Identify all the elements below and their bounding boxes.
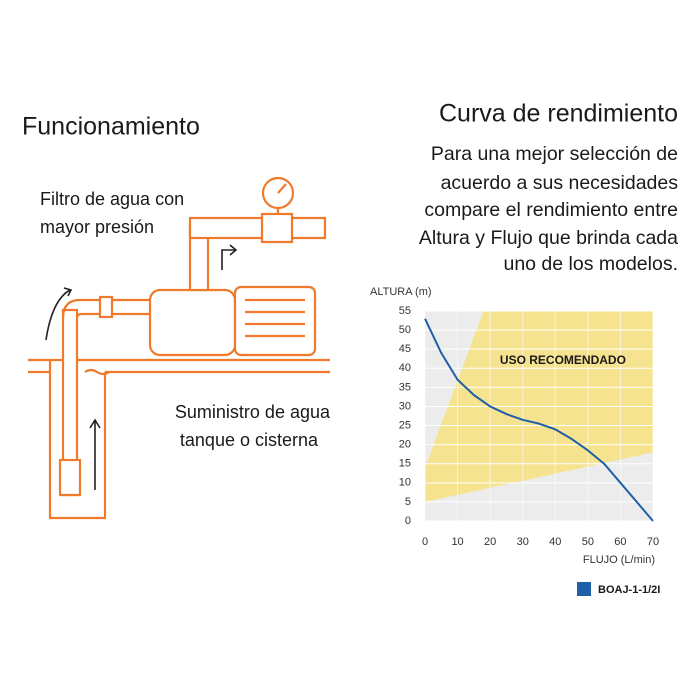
y-tick-label: 0	[405, 515, 411, 527]
description: uno de los modelos.	[503, 253, 678, 275]
y-tick-label: 45	[399, 343, 411, 355]
x-tick-label: 10	[451, 536, 463, 548]
x-axis-label: FLUJO (L/min)	[583, 554, 655, 566]
label-bottom: tanque o cisterna	[180, 430, 319, 450]
series-line	[424, 318, 654, 522]
description: acuerdo a sus necesidades	[441, 172, 679, 194]
y-tick-label: 25	[399, 419, 411, 431]
legend-swatch	[577, 582, 591, 596]
left-title: Funcionamiento	[22, 113, 200, 141]
annotation: USO RECOMENDADO	[500, 353, 626, 367]
y-tick-label: 10	[399, 477, 411, 489]
description: Para una mejor selección de	[431, 143, 678, 165]
y-tick-label: 35	[399, 381, 411, 393]
y-tick-label: 55	[399, 305, 411, 317]
label-bottom: Suministro de agua	[175, 402, 331, 422]
y-tick-label: 30	[399, 400, 411, 412]
y-tick-label: 5	[405, 496, 411, 508]
x-tick-label: 0	[422, 536, 428, 548]
description: Altura y Flujo que brinda cada	[419, 227, 678, 249]
pump-diagram	[28, 176, 330, 520]
y-tick-label: 20	[399, 439, 411, 451]
y-tick-label: 50	[399, 324, 411, 336]
x-tick-label: 50	[582, 536, 594, 548]
x-tick-label: 30	[517, 536, 529, 548]
description: compare el rendimiento entre	[424, 199, 678, 221]
y-tick-label: 40	[399, 362, 411, 374]
right-title: Curva de rendimiento	[439, 100, 678, 128]
x-tick-label: 40	[549, 536, 561, 548]
y-tick-label: 15	[399, 458, 411, 470]
x-tick-label: 70	[647, 536, 659, 548]
x-tick-label: 60	[614, 536, 626, 548]
x-tick-label: 20	[484, 536, 496, 548]
chart: 0 5 10 15 20 25 30 35 40 45 50 55 0 10 20 30 40 50 60 70 USO…	[399, 305, 660, 596]
label-top: Filtro de agua con	[40, 189, 184, 209]
legend-label: BOAJ-1-1/2I	[598, 584, 660, 596]
label-top: mayor presión	[40, 217, 154, 237]
y-axis-label: ALTURA (m)	[370, 286, 432, 298]
